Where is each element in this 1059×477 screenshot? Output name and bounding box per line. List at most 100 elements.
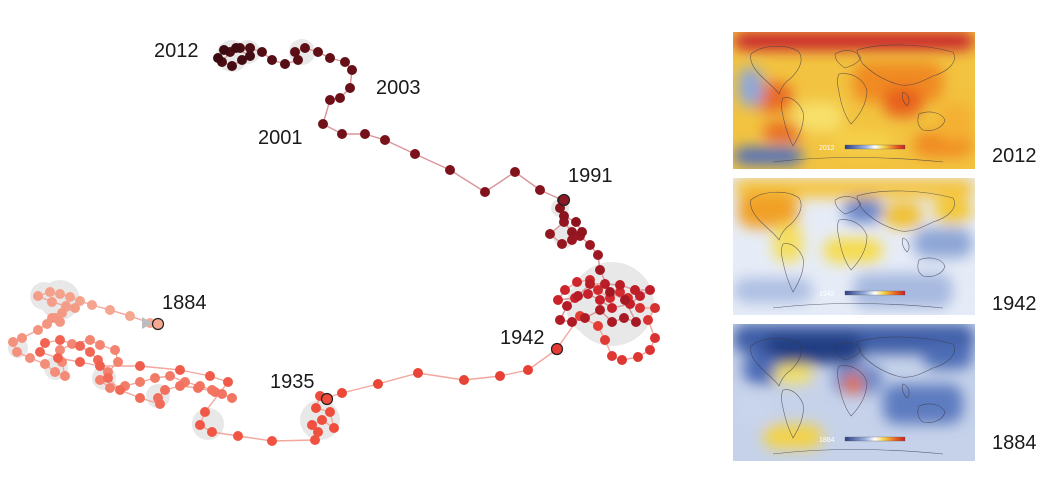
year-point <box>8 337 18 347</box>
year-point <box>545 229 555 239</box>
trail-segment <box>377 372 419 385</box>
map-year-label-1884: 1884 <box>992 432 1037 454</box>
year-point <box>459 375 469 385</box>
year-point <box>635 303 645 313</box>
year-point <box>585 279 595 289</box>
map-year-label-2012: 2012 <box>992 145 1037 167</box>
trajectory-points <box>8 43 660 446</box>
year-point <box>580 313 590 323</box>
year-point <box>257 47 267 57</box>
year-point <box>360 129 370 139</box>
year-point <box>593 250 603 260</box>
map-color-legend: 1942 <box>819 290 906 298</box>
temperature-map-2012: 2012 <box>733 32 975 169</box>
year-point <box>300 43 310 53</box>
year-point <box>480 187 490 197</box>
trajectory-plot <box>8 39 660 446</box>
highlight-point-1884 <box>151 317 165 331</box>
year-point <box>115 385 125 395</box>
year-point <box>53 353 63 363</box>
year-point <box>267 436 277 446</box>
year-point <box>620 295 630 305</box>
year-point <box>219 45 229 55</box>
year-point <box>245 51 255 61</box>
year-point <box>595 295 605 305</box>
highlighted-years <box>142 193 571 406</box>
year-point <box>373 379 383 389</box>
year-point <box>195 420 205 430</box>
year-point <box>55 317 65 327</box>
year-point <box>607 317 617 327</box>
year-point <box>95 375 105 385</box>
year-point <box>643 315 653 325</box>
year-label-1942: 1942 <box>500 327 545 349</box>
trail-segment <box>463 375 501 381</box>
year-point <box>135 377 145 387</box>
year-point <box>55 345 65 355</box>
year-point <box>630 285 640 295</box>
year-point <box>571 217 581 227</box>
year-point <box>155 399 165 409</box>
temperature-map-1884: 1884 <box>733 324 975 461</box>
year-point <box>325 95 335 105</box>
year-point <box>70 303 80 313</box>
map-inset-year: 1884 <box>819 437 835 444</box>
year-point <box>193 383 203 393</box>
year-point <box>293 55 303 65</box>
year-point <box>595 305 605 315</box>
year-point <box>75 341 85 351</box>
year-point <box>135 393 145 403</box>
trail-segment <box>484 171 516 193</box>
trail-segment <box>204 381 229 413</box>
trail-segment <box>179 369 211 377</box>
year-point <box>573 291 583 301</box>
year-point <box>567 317 577 327</box>
year-point <box>95 361 105 371</box>
year-point <box>55 289 65 299</box>
year-point <box>307 420 317 430</box>
year-point <box>337 388 347 398</box>
year-point <box>310 435 320 445</box>
year-point <box>85 335 95 345</box>
year-point <box>95 340 105 350</box>
year-point <box>557 239 567 249</box>
year-point <box>113 357 123 367</box>
year-point <box>227 61 237 71</box>
map-inset-year: 1942 <box>819 291 835 298</box>
trail-segment <box>384 139 416 155</box>
year-point <box>67 339 77 349</box>
year-label-1991: 1991 <box>568 165 613 187</box>
temperature-map-1942: 1942 <box>733 178 975 315</box>
trail-segment <box>139 365 181 371</box>
year-point <box>40 359 50 369</box>
year-point <box>65 292 75 302</box>
year-point <box>227 393 237 403</box>
year-point <box>347 65 357 75</box>
year-point <box>290 47 300 57</box>
year-point <box>633 352 643 362</box>
highlight-point-1935 <box>320 392 334 406</box>
year-point <box>33 291 43 301</box>
year-point <box>175 365 185 375</box>
year-point <box>650 333 660 343</box>
year-point <box>645 285 655 295</box>
year-point <box>55 335 65 345</box>
year-point <box>47 297 57 307</box>
year-point <box>17 333 27 343</box>
trail-segment <box>271 439 316 442</box>
year-point <box>445 165 455 175</box>
trail-segment <box>414 153 451 171</box>
year-point <box>631 317 641 327</box>
year-point <box>410 149 420 159</box>
year-point <box>200 407 210 417</box>
highlight-point-1991 <box>557 193 571 207</box>
year-point <box>583 289 593 299</box>
year-point <box>535 185 545 195</box>
year-point <box>35 347 45 357</box>
year-point <box>567 235 577 245</box>
year-point <box>615 287 625 297</box>
year-label-1935: 1935 <box>270 371 315 393</box>
year-point <box>559 211 569 221</box>
year-point <box>562 301 572 311</box>
year-point <box>311 403 321 413</box>
